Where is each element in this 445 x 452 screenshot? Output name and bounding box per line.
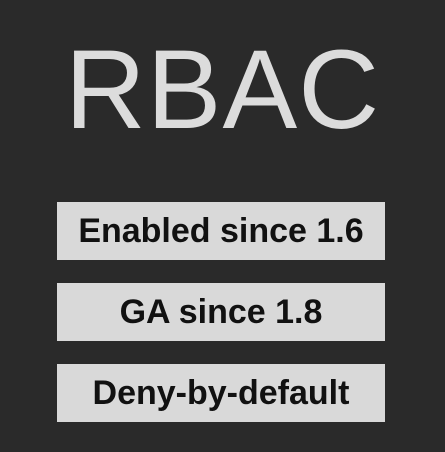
- badge-ga-since: GA since 1.8: [57, 283, 385, 341]
- badge-deny-by-default: Deny-by-default: [57, 364, 385, 422]
- badge-enabled-since: Enabled since 1.6: [57, 202, 385, 260]
- page-title: RBAC: [64, 27, 381, 152]
